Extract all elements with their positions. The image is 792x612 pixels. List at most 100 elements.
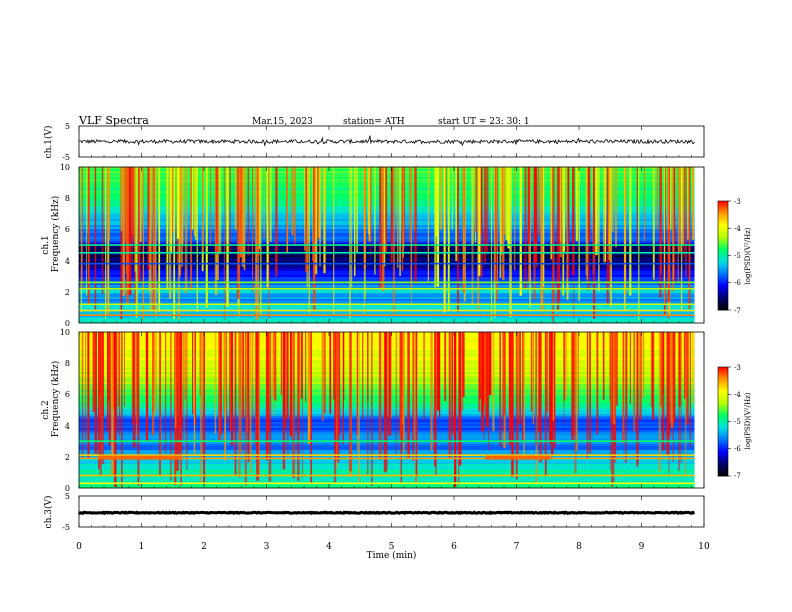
- ch2-cbar-tick-m5: -5: [734, 418, 741, 426]
- sferic-streak: [176, 332, 179, 471]
- colorbar-cell: [718, 416, 728, 419]
- spectrogram-band: [79, 265, 695, 268]
- x-tick-5: 5: [389, 542, 395, 552]
- sferic-streak: [552, 332, 555, 421]
- sferic-streak: [435, 332, 437, 476]
- colorbar-cell: [718, 386, 728, 390]
- sferic-streak: [124, 167, 127, 242]
- sferic-streak: [134, 167, 136, 242]
- sferic-streak: [173, 167, 176, 320]
- spectrogram-band: [79, 297, 695, 300]
- sferic-streak: [367, 332, 369, 476]
- sferic-streak: [612, 167, 614, 233]
- sferic-streak: [209, 167, 211, 244]
- colorbar-cell: [718, 388, 728, 392]
- ch2-spectrogram-panel: 10 8 6 4 2 0 ch.2 Frequency (kHz) -3 -4 …: [41, 328, 752, 493]
- ch2-ytick-2: 2: [65, 453, 70, 462]
- sferic-streak: [196, 167, 198, 312]
- sferic-streak: [101, 332, 103, 450]
- sferic-streak: [533, 167, 536, 265]
- sferic-streak: [549, 332, 552, 444]
- sferic-streak: [578, 167, 580, 301]
- sferic-streak: [305, 167, 308, 273]
- sferic-streak: [99, 332, 101, 422]
- sferic-streak: [329, 332, 332, 414]
- sferic-streak: [354, 167, 356, 277]
- sferic-streak: [223, 332, 225, 414]
- spectrogram-band: [79, 257, 695, 260]
- sferic-streak: [214, 332, 217, 434]
- station-label: station= ATH: [343, 117, 405, 127]
- colorbar-cell: [718, 430, 728, 433]
- narrowband-line: [79, 314, 695, 316]
- sferic-streak: [478, 332, 481, 412]
- spectrogram-band: [79, 267, 695, 270]
- colorbar-cell: [718, 273, 728, 276]
- colorbar-cell: [718, 226, 728, 229]
- sferic-streak: [323, 167, 326, 274]
- sferic-streak: [205, 167, 208, 308]
- colorbar-cell: [718, 390, 728, 393]
- sferic-streak: [593, 167, 596, 319]
- sferic-streak: [550, 167, 553, 260]
- time-axis-tick-labels: 0 1 2 3 4 5 6 7 8 9 10: [76, 542, 710, 552]
- sferic-streak: [553, 332, 556, 448]
- sferic-streak: [447, 167, 450, 312]
- narrowband-line: [79, 303, 695, 306]
- sferic-streak: [244, 332, 247, 486]
- ch1-spectrogram-ylabel-line1: ch.1: [41, 235, 51, 254]
- sferic-streak: [586, 167, 588, 281]
- sferic-streak: [286, 332, 289, 419]
- sferic-streak: [623, 167, 626, 310]
- sferic-streak: [111, 332, 114, 475]
- colorbar-cell: [718, 210, 728, 213]
- sferic-streak: [471, 167, 474, 246]
- sferic-streak: [515, 332, 518, 480]
- sferic-streak: [119, 332, 121, 436]
- sferic-streak: [615, 167, 617, 248]
- sferic-streak: [124, 332, 125, 407]
- colorbar-cell: [718, 290, 728, 293]
- sferic-streak: [450, 332, 452, 458]
- sferic-streak: [177, 167, 181, 320]
- x-tick-3: 3: [264, 542, 270, 552]
- sferic-streak: [436, 332, 440, 411]
- ch2-colorbar: [717, 366, 731, 477]
- sferic-streak: [596, 332, 599, 435]
- sferic-streak: [183, 332, 185, 459]
- colorbar-cell: [718, 368, 728, 372]
- sferic-streak: [306, 167, 309, 287]
- sferic-streak: [477, 167, 480, 310]
- sferic-streak: [572, 167, 575, 276]
- sferic-streak: [503, 167, 506, 235]
- sferic-streak: [324, 332, 326, 414]
- colorbar-cell: [718, 437, 728, 441]
- x-tick-4: 4: [326, 542, 332, 552]
- sferic-streak: [239, 167, 243, 258]
- emission-event: [485, 455, 551, 460]
- sferic-streak: [662, 332, 664, 395]
- sferic-streak: [87, 332, 90, 459]
- colorbar-cell: [718, 257, 728, 260]
- sferic-streak: [304, 167, 306, 251]
- sferic-streak: [179, 332, 183, 427]
- sferic-streak: [120, 167, 123, 320]
- ch1-waveform-ylabel: ch.1(V): [43, 126, 54, 159]
- ch3-waveform-ytick-bottom: -5: [62, 523, 70, 532]
- sferic-streak: [383, 332, 387, 473]
- sferic-streak: [316, 167, 319, 240]
- sferic-streak: [356, 332, 358, 435]
- colorbar-cell: [718, 260, 728, 264]
- sferic-streak: [269, 167, 272, 242]
- sferic-streak: [559, 167, 561, 242]
- colorbar-cell: [718, 412, 728, 415]
- sferic-streak: [502, 167, 505, 281]
- sferic-streak: [680, 332, 682, 464]
- sferic-streak: [430, 332, 433, 451]
- sferic-streak: [199, 332, 201, 396]
- sferic-streak: [255, 167, 258, 321]
- ch1-ytick-8: 8: [65, 194, 70, 203]
- sferic-streak: [178, 332, 181, 458]
- colorbar-cell: [718, 405, 728, 408]
- ch1-spectrogram-image: [79, 167, 705, 324]
